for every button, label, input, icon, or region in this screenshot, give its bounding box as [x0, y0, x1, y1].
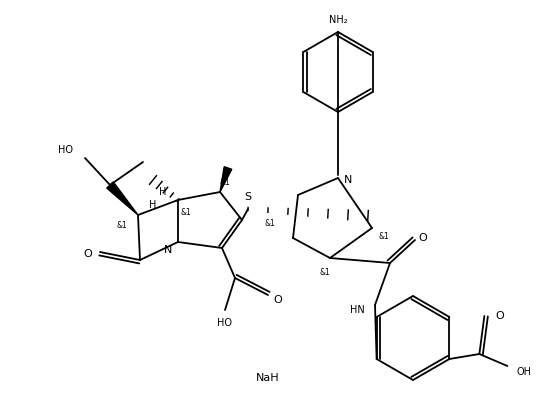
Text: HO: HO	[58, 145, 73, 155]
Text: O: O	[495, 311, 504, 321]
Text: HN: HN	[350, 305, 365, 315]
Text: NH₂: NH₂	[329, 15, 347, 25]
Text: H: H	[149, 200, 157, 210]
Text: &1: &1	[220, 178, 230, 187]
Text: H: H	[159, 187, 166, 197]
Text: NaH: NaH	[256, 373, 280, 383]
Text: HO: HO	[217, 318, 233, 328]
Text: &1: &1	[379, 231, 389, 240]
Text: &1: &1	[117, 220, 127, 229]
Polygon shape	[107, 182, 138, 215]
Text: O: O	[84, 249, 92, 259]
Text: O: O	[419, 233, 427, 243]
Text: O: O	[274, 295, 282, 305]
Text: &1: &1	[180, 208, 191, 217]
Text: N: N	[164, 245, 172, 255]
Text: &1: &1	[320, 268, 330, 277]
Text: S: S	[244, 192, 251, 202]
Polygon shape	[220, 167, 232, 192]
Text: &1: &1	[265, 219, 275, 228]
Text: OH: OH	[517, 367, 532, 377]
Text: N: N	[344, 175, 352, 185]
